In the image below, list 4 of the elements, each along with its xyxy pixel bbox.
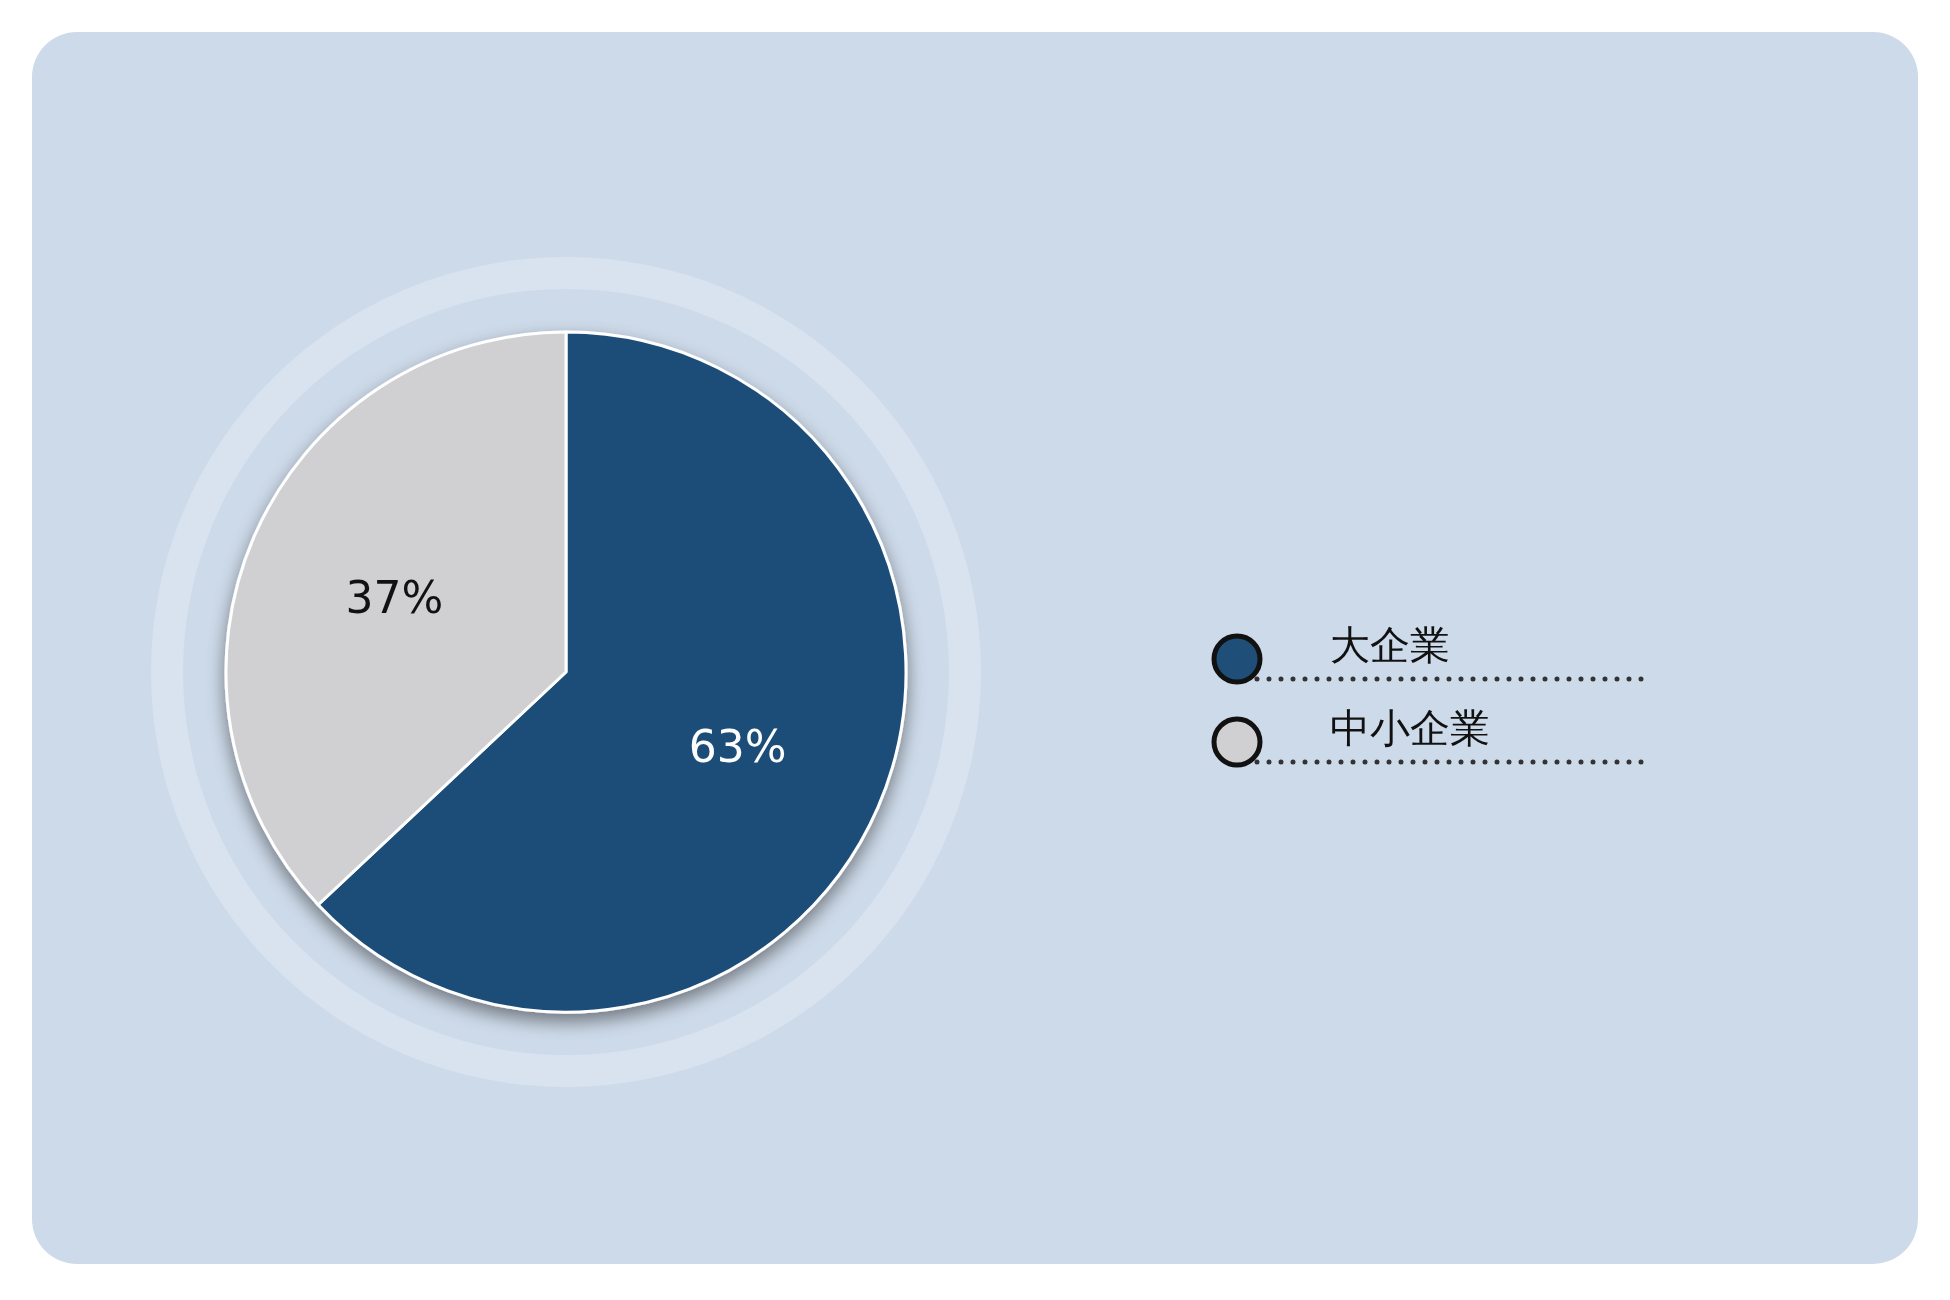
data-label: 37% bbox=[345, 572, 444, 624]
legend-label: 中小企業 bbox=[1330, 705, 1490, 751]
data-label: 63% bbox=[688, 720, 787, 772]
legend-label: 大企業 bbox=[1330, 622, 1450, 668]
